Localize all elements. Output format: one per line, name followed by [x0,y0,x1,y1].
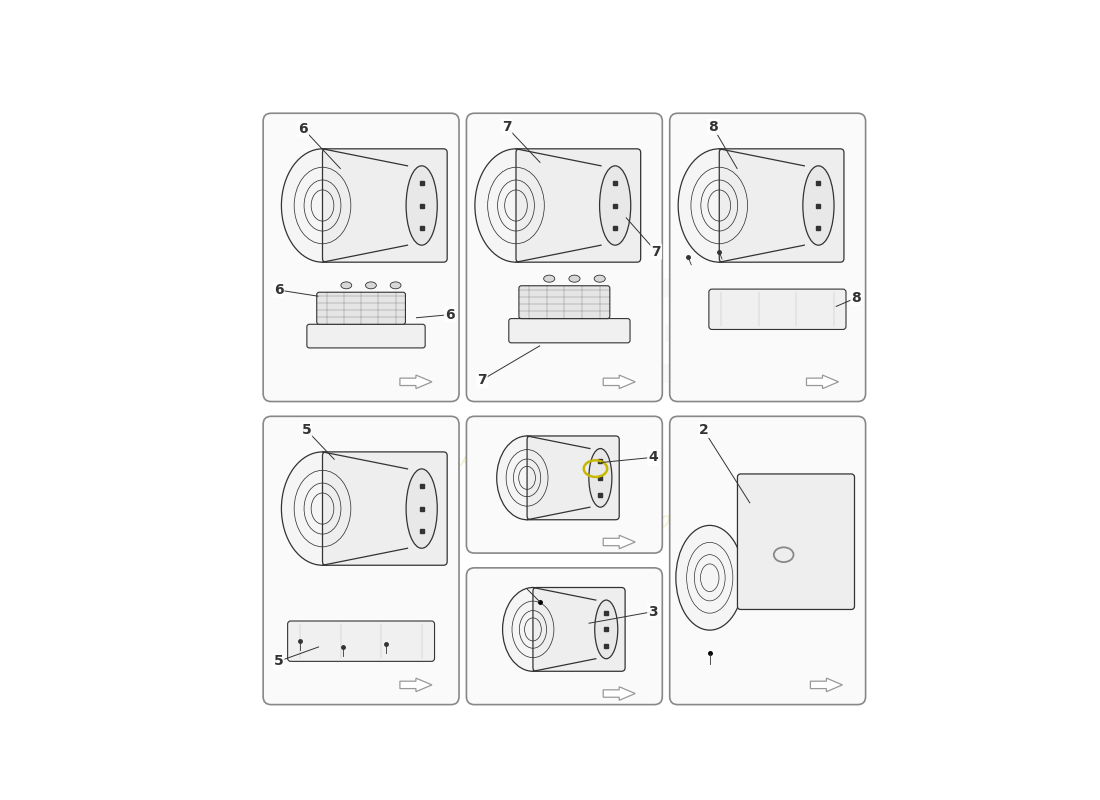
FancyBboxPatch shape [737,474,855,610]
FancyBboxPatch shape [708,289,846,330]
Ellipse shape [679,149,760,262]
FancyBboxPatch shape [263,416,459,705]
Ellipse shape [282,452,364,566]
Text: 2: 2 [698,423,708,437]
Text: 5: 5 [301,423,311,437]
Text: 5: 5 [274,654,284,668]
Text: GF: GF [601,275,810,410]
FancyBboxPatch shape [317,292,406,324]
Polygon shape [400,678,432,692]
Ellipse shape [503,587,563,671]
FancyBboxPatch shape [322,452,448,566]
FancyBboxPatch shape [287,621,434,662]
Ellipse shape [588,449,612,507]
Ellipse shape [497,436,558,520]
Text: 8: 8 [708,120,717,134]
FancyBboxPatch shape [670,416,866,705]
Polygon shape [603,535,635,549]
Text: 3: 3 [648,605,658,618]
FancyBboxPatch shape [263,114,459,402]
Ellipse shape [341,282,352,289]
Ellipse shape [594,275,605,282]
Ellipse shape [543,275,554,282]
Text: 6: 6 [274,283,284,297]
Text: 7: 7 [477,373,486,387]
Text: 7: 7 [651,245,661,258]
Text: 8: 8 [851,290,861,305]
Ellipse shape [406,166,438,245]
FancyBboxPatch shape [466,416,662,553]
Ellipse shape [600,166,630,245]
FancyBboxPatch shape [307,324,425,348]
FancyBboxPatch shape [519,286,609,318]
Ellipse shape [475,149,557,262]
Text: 4: 4 [648,450,658,464]
Polygon shape [603,375,635,389]
Polygon shape [400,375,432,389]
Text: 6: 6 [446,308,454,322]
FancyBboxPatch shape [509,318,630,343]
Ellipse shape [569,275,580,282]
FancyBboxPatch shape [719,149,844,262]
Text: a passion for cars since 1905: a passion for cars since 1905 [446,444,682,536]
FancyBboxPatch shape [532,587,625,671]
Ellipse shape [803,166,834,245]
Text: 6: 6 [298,122,308,136]
Ellipse shape [365,282,376,289]
FancyBboxPatch shape [322,149,448,262]
Ellipse shape [282,149,364,262]
Ellipse shape [406,469,438,548]
FancyBboxPatch shape [516,149,640,262]
Polygon shape [806,375,838,389]
Ellipse shape [595,600,618,658]
FancyBboxPatch shape [466,568,662,705]
Polygon shape [811,678,843,692]
FancyBboxPatch shape [466,114,662,402]
Ellipse shape [390,282,402,289]
Polygon shape [603,686,635,700]
Ellipse shape [675,526,744,630]
Text: 7: 7 [502,120,512,134]
FancyBboxPatch shape [670,114,866,402]
FancyBboxPatch shape [527,436,619,520]
